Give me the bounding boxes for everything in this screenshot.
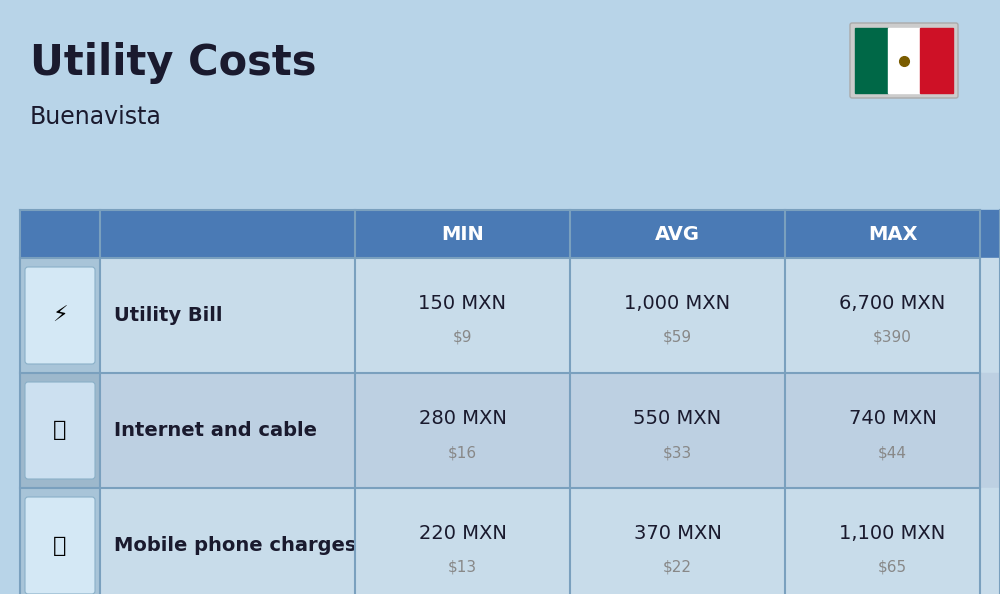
Text: 6,700 MXN: 6,700 MXN: [839, 294, 946, 313]
Bar: [355, 488, 570, 594]
Bar: [20, 210, 100, 258]
Text: $65: $65: [878, 560, 907, 575]
Bar: [355, 373, 570, 488]
Text: 1,000 MXN: 1,000 MXN: [624, 294, 731, 313]
Text: 📶: 📶: [53, 421, 67, 441]
Text: MAX: MAX: [868, 225, 917, 244]
Text: $22: $22: [663, 560, 692, 575]
Text: Mobile phone charges: Mobile phone charges: [114, 536, 356, 555]
Text: Buenavista: Buenavista: [30, 105, 162, 129]
Text: $33: $33: [663, 445, 692, 460]
Bar: [100, 488, 355, 594]
Text: $44: $44: [878, 445, 907, 460]
Bar: [100, 258, 355, 373]
Text: 550 MXN: 550 MXN: [633, 409, 722, 428]
Text: 370 MXN: 370 MXN: [634, 524, 721, 543]
Text: Internet and cable: Internet and cable: [114, 421, 317, 440]
Text: 📱: 📱: [53, 536, 67, 555]
Bar: [20, 373, 100, 488]
Text: ⚡: ⚡: [52, 305, 68, 326]
Bar: [855, 28, 888, 93]
Text: $59: $59: [663, 330, 692, 345]
Text: 150 MXN: 150 MXN: [418, 294, 507, 313]
Text: $9: $9: [453, 330, 472, 345]
Bar: [785, 373, 1000, 488]
FancyBboxPatch shape: [25, 497, 95, 594]
Bar: [888, 28, 920, 93]
Text: 1,100 MXN: 1,100 MXN: [839, 524, 946, 543]
Bar: [355, 258, 570, 373]
Bar: [570, 210, 785, 258]
Bar: [920, 28, 953, 93]
Text: 220 MXN: 220 MXN: [419, 524, 506, 543]
Bar: [570, 373, 785, 488]
Bar: [785, 488, 1000, 594]
Text: $16: $16: [448, 445, 477, 460]
Text: MIN: MIN: [441, 225, 484, 244]
Bar: [355, 210, 570, 258]
Text: Utility Bill: Utility Bill: [114, 306, 222, 325]
Bar: [20, 258, 100, 373]
FancyBboxPatch shape: [25, 382, 95, 479]
Bar: [785, 258, 1000, 373]
FancyBboxPatch shape: [25, 267, 95, 364]
Text: 740 MXN: 740 MXN: [849, 409, 936, 428]
Bar: [100, 210, 355, 258]
Text: $13: $13: [448, 560, 477, 575]
Text: 280 MXN: 280 MXN: [419, 409, 506, 428]
Bar: [570, 488, 785, 594]
Bar: [20, 488, 100, 594]
FancyBboxPatch shape: [850, 23, 958, 98]
Bar: [570, 258, 785, 373]
Text: $390: $390: [873, 330, 912, 345]
Text: AVG: AVG: [655, 225, 700, 244]
Text: Utility Costs: Utility Costs: [30, 42, 316, 84]
Bar: [785, 210, 1000, 258]
Bar: [100, 373, 355, 488]
